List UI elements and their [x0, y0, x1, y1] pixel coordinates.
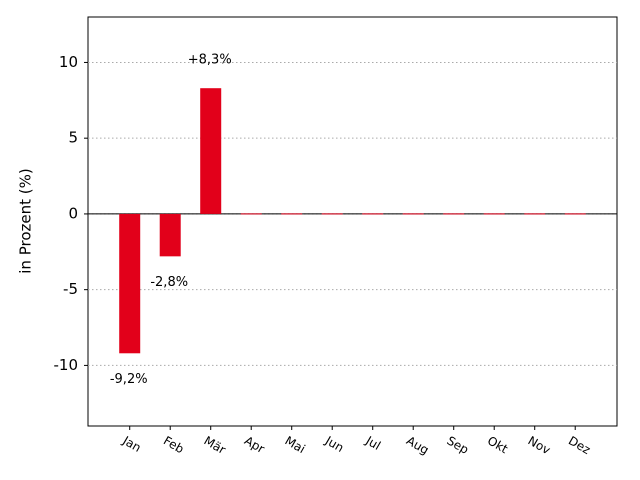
x-tick-label: Apr: [242, 434, 267, 457]
bar: [321, 213, 343, 215]
y-tick-label: 0: [68, 204, 78, 222]
x-tick-label: Jan: [120, 433, 144, 455]
x-tick-label: Aug: [404, 434, 431, 458]
bar: [524, 213, 546, 215]
y-axis-label: in Prozent (%): [17, 168, 35, 273]
y-tick-label: -5: [63, 280, 78, 298]
value-label: +8,3%: [188, 53, 232, 68]
bar: [119, 213, 141, 354]
x-tick-label: Sep: [444, 434, 471, 457]
bar: [564, 213, 586, 215]
bar: [240, 213, 262, 215]
x-tick-label: Nov: [525, 434, 552, 458]
bar: [362, 213, 384, 215]
bar: [159, 213, 181, 257]
x-tick-label: Feb: [161, 434, 186, 457]
x-tick-label: Jun: [322, 433, 346, 455]
y-tick-label: 5: [68, 129, 78, 147]
bar: [402, 213, 424, 215]
x-tick-label: Mär: [201, 434, 228, 457]
bar: [200, 88, 222, 214]
x-tick-label: Okt: [485, 434, 511, 457]
value-label: -2,8%: [150, 275, 188, 290]
bar: [281, 213, 303, 215]
x-tick-label: Dez: [566, 434, 593, 458]
y-tick-label: 10: [59, 53, 78, 71]
plot-frame: [87, 16, 618, 427]
x-tick-label: Mai: [282, 434, 307, 457]
x-tick-label: Jul: [363, 433, 383, 453]
y-tick-label: -10: [54, 356, 79, 374]
bar: [483, 213, 505, 215]
value-label: -9,2%: [110, 372, 148, 387]
bar: [443, 213, 465, 215]
